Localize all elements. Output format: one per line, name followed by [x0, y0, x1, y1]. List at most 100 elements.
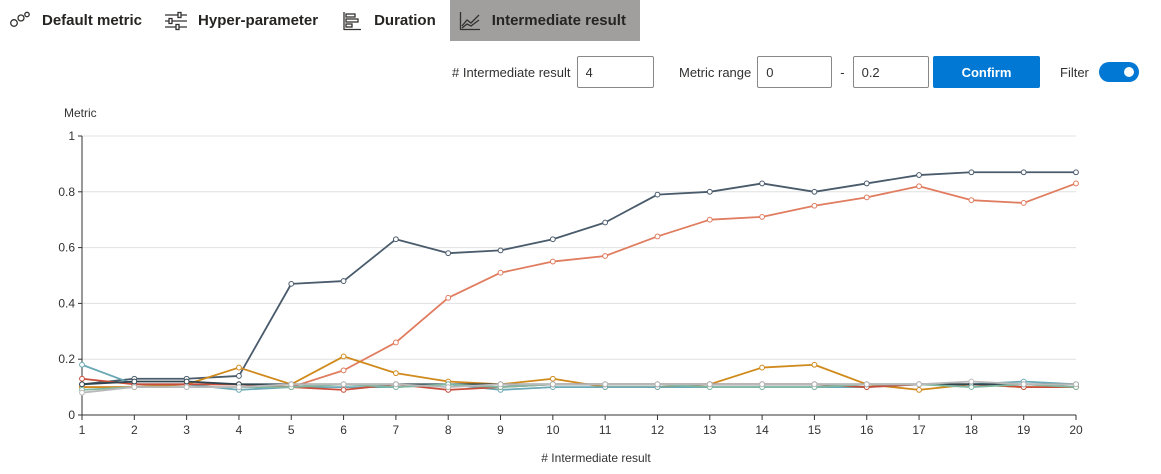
data-point: [811, 188, 818, 195]
data-point: [340, 386, 347, 393]
data-point: [968, 197, 975, 204]
data-point: [236, 373, 242, 379]
x-axis-title: # Intermediate result: [541, 451, 651, 465]
data-point: [602, 381, 609, 388]
data-point: [131, 384, 138, 391]
series-8: [79, 378, 1079, 396]
x-tick-label: 5: [288, 423, 295, 437]
series-line: [81, 380, 1076, 394]
intermediate-result-chart: 00.20.40.60.811 2 3 4 5 6 7 8 9 10 11 12 13 14 15 16 17 1…: [58, 106, 1083, 465]
range-min-input[interactable]: [757, 56, 833, 88]
data-point: [497, 269, 504, 276]
series-2: [79, 180, 1079, 391]
filter-control: Filter: [1060, 56, 1139, 88]
data-point: [863, 381, 870, 388]
data-point: [288, 381, 295, 388]
data-point: [183, 384, 190, 391]
tab-label: Default metric: [42, 12, 143, 29]
data-point: [340, 353, 347, 360]
x-tick-label: 8: [445, 423, 452, 437]
range-max-input[interactable]: [852, 56, 929, 88]
data-point: [706, 381, 713, 388]
x-tick-label: 14: [755, 423, 769, 437]
data-point: [602, 219, 609, 226]
data-point: [968, 169, 975, 176]
tab-default-metric[interactable]: Default metric: [0, 0, 156, 41]
x-tick-label: 1: [79, 423, 86, 437]
x-tick-label: 19: [1017, 423, 1031, 437]
data-point: [602, 253, 609, 259]
data-point: [1073, 180, 1079, 187]
data-point: [79, 375, 85, 382]
data-point: [1020, 169, 1027, 176]
metric-icon: [8, 9, 32, 33]
data-point: [706, 216, 713, 223]
data-point: [392, 339, 399, 346]
x-tick-label: 17: [912, 423, 926, 437]
data-point: [811, 381, 818, 388]
filter-label: Filter: [1060, 64, 1089, 80]
data-point: [759, 180, 766, 187]
data-point: [916, 381, 922, 388]
data-point: [1020, 381, 1027, 388]
data-point: [340, 367, 347, 374]
x-tick-label: 10: [546, 423, 560, 437]
data-point: [968, 384, 975, 391]
tab-label: Hyper-parameter: [198, 12, 319, 29]
y-axis-title: Metric: [64, 106, 97, 120]
x-tick-label: 13: [703, 423, 717, 437]
x-tick-label: 3: [183, 423, 190, 437]
y-tick-label: 0.4: [58, 296, 75, 310]
data-point: [79, 381, 85, 388]
line-chart-icon: [458, 9, 482, 33]
series-line: [82, 182, 1077, 389]
data-point: [759, 381, 766, 388]
data-point: [392, 370, 399, 377]
series-line: [81, 171, 1076, 386]
data-point: [445, 250, 452, 257]
data-point: [654, 233, 661, 240]
series-1: [79, 169, 1079, 388]
data-point: [916, 172, 922, 178]
data-point: [863, 180, 870, 187]
data-point: [549, 375, 556, 382]
tab-label: Duration: [374, 12, 436, 29]
data-point: [968, 378, 975, 385]
y-tick-label: 0.6: [58, 241, 75, 255]
x-tick-label: 6: [340, 423, 347, 437]
data-point: [1073, 169, 1079, 176]
sliders-icon: [164, 9, 188, 33]
data-point: [445, 294, 452, 301]
data-point: [549, 236, 556, 243]
tab-intermediate-result[interactable]: Intermediate result: [449, 0, 640, 41]
y-tick-label: 0: [68, 408, 75, 422]
data-point: [392, 381, 399, 388]
data-point: [79, 361, 85, 368]
intermediate-input[interactable]: [576, 56, 654, 88]
data-point: [340, 278, 347, 284]
data-point: [392, 236, 399, 243]
data-point: [549, 381, 556, 388]
tab-bar: Default metric Hyper-parameter Duration …: [0, 0, 640, 41]
metric-range-label: Metric range: [679, 64, 752, 80]
bar-chart-icon: [340, 9, 364, 33]
x-tick-label: 15: [808, 423, 822, 437]
tab-hyper-parameter[interactable]: Hyper-parameter: [156, 0, 332, 41]
data-point: [706, 188, 713, 195]
data-point: [654, 191, 661, 198]
x-tick-label: 16: [860, 423, 874, 437]
data-point: [497, 381, 504, 388]
x-tick-label: 9: [497, 423, 504, 437]
tab-duration[interactable]: Duration: [332, 0, 450, 41]
intermediate-control: # Intermediate result: [452, 56, 654, 88]
tab-label: Intermediate result: [491, 12, 626, 29]
data-point: [131, 378, 138, 385]
confirm-button[interactable]: Confirm: [933, 56, 1040, 88]
data-point: [759, 214, 766, 220]
data-point: [1073, 381, 1079, 388]
data-point: [236, 364, 242, 371]
filter-toggle[interactable]: [1098, 62, 1139, 82]
y-tick-label: 0.2: [58, 352, 75, 366]
range-separator: -: [840, 64, 845, 80]
data-point: [497, 247, 504, 254]
